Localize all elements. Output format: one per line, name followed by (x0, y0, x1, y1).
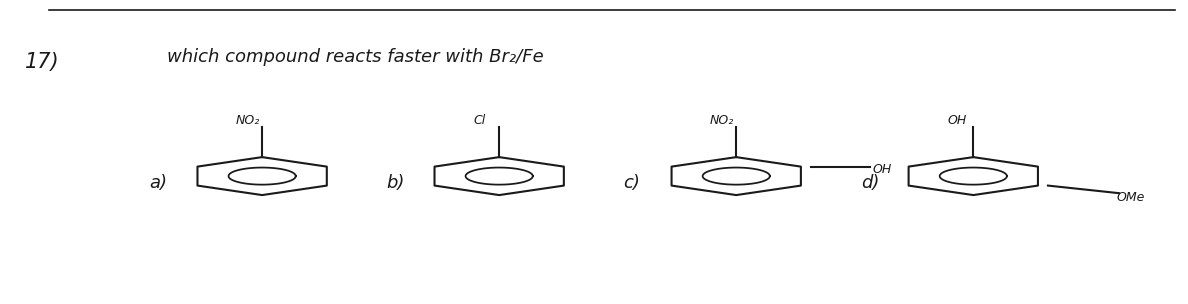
Text: d): d) (860, 174, 879, 192)
Text: NO₂: NO₂ (710, 114, 734, 127)
Text: NO₂: NO₂ (236, 114, 260, 127)
Text: c): c) (624, 174, 640, 192)
Text: Cl: Cl (473, 114, 486, 127)
Text: a): a) (150, 174, 168, 192)
Text: OH: OH (947, 114, 967, 127)
Text: OH: OH (872, 163, 892, 176)
Text: OMe: OMe (1117, 191, 1145, 204)
Text: b): b) (386, 174, 405, 192)
Text: which compound reacts faster with Br₂/Fe: which compound reacts faster with Br₂/Fe (168, 48, 544, 66)
Text: 17): 17) (25, 52, 59, 72)
